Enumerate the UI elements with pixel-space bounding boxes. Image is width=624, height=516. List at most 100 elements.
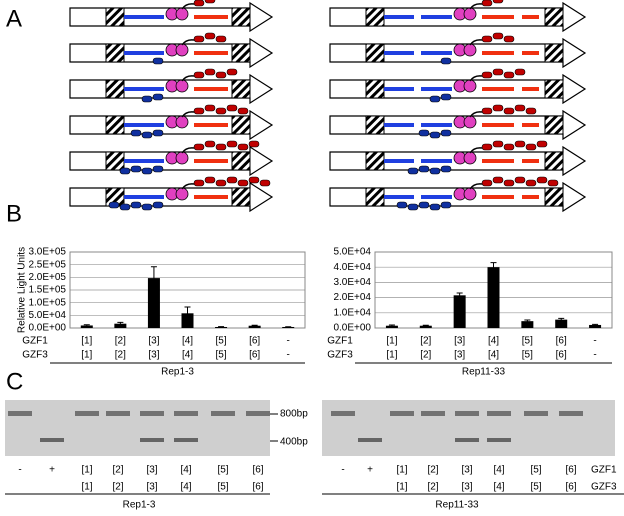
- lane-label: [2]: [112, 482, 123, 493]
- blue-oval: [119, 167, 131, 175]
- charts: 0.0E+00 5.0E+04 1.0E+051.5E+05 2.0E+05 2.5E+…: [17, 247, 613, 378]
- blue-oval: [152, 129, 164, 137]
- red-oval: [237, 107, 249, 115]
- blue-oval: [141, 167, 153, 175]
- red-oval: [248, 140, 260, 148]
- lane-label: [6]: [565, 465, 576, 476]
- x-row-name: GZF3: [327, 350, 353, 361]
- blue-oval: [418, 201, 430, 209]
- red-oval: [481, 35, 493, 43]
- x-tick-label: [3]: [148, 350, 159, 361]
- blue-oval: [396, 201, 408, 209]
- red-oval: [525, 107, 537, 115]
- lane-label: [3]: [461, 482, 472, 493]
- red-oval: [492, 0, 504, 4]
- lane-label: [2]: [112, 465, 123, 476]
- band-800: [390, 411, 414, 416]
- lane-label: [3]: [146, 482, 157, 493]
- red-oval: [226, 140, 238, 148]
- hatch-box: [365, 43, 385, 63]
- blue-oval: [108, 201, 120, 209]
- linker: [469, 147, 483, 154]
- band-800: [106, 411, 130, 416]
- red-oval: [193, 107, 205, 115]
- x-tick-label: [2]: [420, 350, 431, 361]
- x-tick-label: [1]: [81, 336, 92, 347]
- blue-oval: [152, 165, 164, 173]
- band-800: [487, 411, 511, 416]
- lane-label: [5]: [217, 482, 228, 493]
- red-oval: [204, 32, 216, 40]
- hatch-box: [231, 151, 251, 171]
- pink-protein: [175, 7, 189, 21]
- blue-oval: [440, 129, 452, 137]
- red-oval: [259, 179, 271, 187]
- band-400: [174, 438, 198, 442]
- red-oval: [525, 143, 537, 151]
- x-row-name: GZF1: [327, 336, 353, 347]
- hatch-box: [105, 43, 125, 63]
- linker: [469, 75, 483, 82]
- red-oval: [536, 140, 548, 148]
- error-bar: [592, 323, 599, 327]
- hatch-box: [544, 79, 564, 99]
- error-bar: [218, 326, 225, 328]
- error-bar: [456, 292, 463, 299]
- x-tick-label: [6]: [249, 350, 260, 361]
- lane-label: [6]: [565, 482, 576, 493]
- red-oval: [481, 143, 493, 151]
- gel-image: [5, 400, 270, 456]
- bar: [114, 323, 127, 328]
- x-tick-label: [6]: [556, 336, 567, 347]
- blue-oval: [429, 167, 441, 175]
- linker: [181, 111, 195, 118]
- x-tick-label: [1]: [386, 336, 397, 347]
- hatch-box: [105, 79, 125, 99]
- x-tick-label: [6]: [556, 350, 567, 361]
- pink-protein: [175, 151, 189, 165]
- marker-label: 800bp: [280, 409, 308, 420]
- red-oval: [536, 176, 548, 184]
- x-tick-label: [3]: [148, 336, 159, 347]
- y-tick-label: 0.0E+00: [28, 323, 66, 334]
- y-tick-label: 0.0E+00: [333, 323, 371, 334]
- hatch-box: [231, 115, 251, 135]
- lane-label: [4]: [493, 482, 504, 493]
- linker: [181, 183, 195, 190]
- hatch-box: [544, 115, 564, 135]
- error-bar: [83, 324, 90, 327]
- blue-oval: [152, 57, 164, 65]
- error-bar: [150, 266, 157, 290]
- red-oval: [492, 104, 504, 112]
- band-400: [487, 438, 511, 442]
- red-oval: [193, 71, 205, 79]
- error-bar: [558, 317, 565, 322]
- lane-label: [1]: [396, 482, 407, 493]
- blue-oval: [152, 93, 164, 101]
- bar: [181, 313, 194, 328]
- pink-protein: [175, 115, 189, 129]
- red-oval: [492, 176, 504, 184]
- red-oval: [492, 68, 504, 76]
- x-tick-label: [2]: [420, 336, 431, 347]
- red-oval: [503, 35, 515, 43]
- band-800: [75, 411, 99, 416]
- band-800: [8, 411, 32, 416]
- x-axis-label: Rep11-33: [462, 367, 506, 378]
- linker: [469, 111, 483, 118]
- linker: [181, 3, 195, 10]
- red-oval: [481, 107, 493, 115]
- linker: [469, 3, 483, 10]
- blue-oval: [130, 165, 142, 173]
- panel-label: C: [6, 368, 23, 395]
- blue-oval: [429, 95, 441, 103]
- lane-label: [4]: [493, 465, 504, 476]
- blue-oval: [440, 201, 452, 209]
- red-oval: [547, 179, 559, 187]
- band-800: [421, 411, 445, 416]
- red-oval: [204, 140, 216, 148]
- band-800: [331, 411, 355, 416]
- hatch-box: [105, 151, 125, 171]
- error-bar: [285, 326, 292, 328]
- lane-label: -: [18, 465, 21, 476]
